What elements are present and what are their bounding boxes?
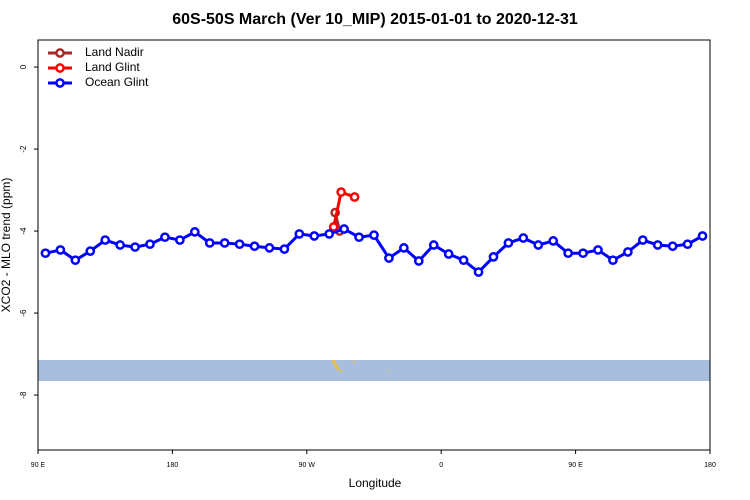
y-tick-label: 0 (19, 64, 28, 69)
x-axis-label: Longitude (349, 476, 402, 490)
data-point (336, 187, 346, 197)
x-tick-label: 180 (167, 462, 179, 469)
data-point (667, 241, 678, 252)
data-point (354, 232, 364, 243)
data-point (473, 267, 484, 277)
data-point (130, 242, 140, 252)
y-axis-label: XCO2 - MLO trend (ppm) (0, 178, 13, 313)
data-point (503, 238, 514, 248)
data-point (682, 239, 693, 250)
data-point (70, 255, 81, 266)
data-point (563, 248, 573, 259)
legend-label: Ocean Glint (85, 75, 149, 89)
x-tick-label: 0 (439, 462, 443, 469)
data-point (593, 245, 603, 255)
data-point (189, 227, 200, 237)
data-point (264, 243, 275, 253)
y-tick-label: -8 (19, 391, 28, 399)
data-point (160, 232, 170, 243)
data-point (652, 240, 663, 250)
data-point (85, 246, 96, 256)
data-point (279, 244, 290, 254)
y-tick-label: -4 (19, 227, 28, 235)
legend-label: Land Nadir (85, 45, 144, 59)
data-point (428, 240, 439, 250)
x-tick-label: 90 W (299, 462, 316, 469)
y-tick-label: -6 (19, 309, 28, 317)
x-tick-label: 90 E (31, 462, 46, 469)
x-tick-label: 180 (704, 462, 716, 469)
data-point (533, 240, 544, 250)
data-point (637, 235, 648, 245)
data-point (339, 224, 349, 234)
legend-label: Land Glint (85, 60, 140, 74)
data-point (324, 229, 335, 239)
data-point (219, 238, 230, 248)
data-point (384, 253, 394, 263)
land-dots (332, 360, 389, 373)
data-point (548, 236, 559, 246)
data-point (608, 255, 618, 266)
data-point (204, 238, 215, 248)
data-point (458, 255, 469, 266)
data-point (399, 243, 409, 253)
data-point (578, 248, 588, 259)
legend-marker (55, 63, 65, 73)
data-point (349, 192, 360, 202)
legend-marker (55, 78, 65, 88)
data-point (175, 235, 185, 245)
data-point (328, 222, 339, 232)
data-point (697, 231, 708, 241)
data-point (115, 240, 125, 250)
legend-marker (55, 48, 65, 58)
data-point (55, 245, 66, 255)
data-point (100, 235, 111, 245)
data-point (443, 249, 454, 259)
data-point (413, 256, 424, 266)
y-tick-label: -2 (19, 145, 28, 153)
data-point (145, 239, 155, 250)
map-strip (38, 360, 710, 381)
data-point (369, 230, 379, 241)
data-point (40, 248, 51, 259)
data-point (309, 231, 320, 241)
data-point (234, 239, 245, 250)
data-point (249, 241, 260, 252)
data-point (518, 233, 529, 243)
data-point (488, 252, 499, 262)
x-tick-label: 90 E (568, 462, 583, 469)
chart-title: 60S-50S March (Ver 10_MIP) 2015-01-01 to… (172, 11, 578, 28)
data-point (294, 229, 305, 239)
plot-frame (37, 39, 711, 451)
data-point (623, 247, 633, 257)
